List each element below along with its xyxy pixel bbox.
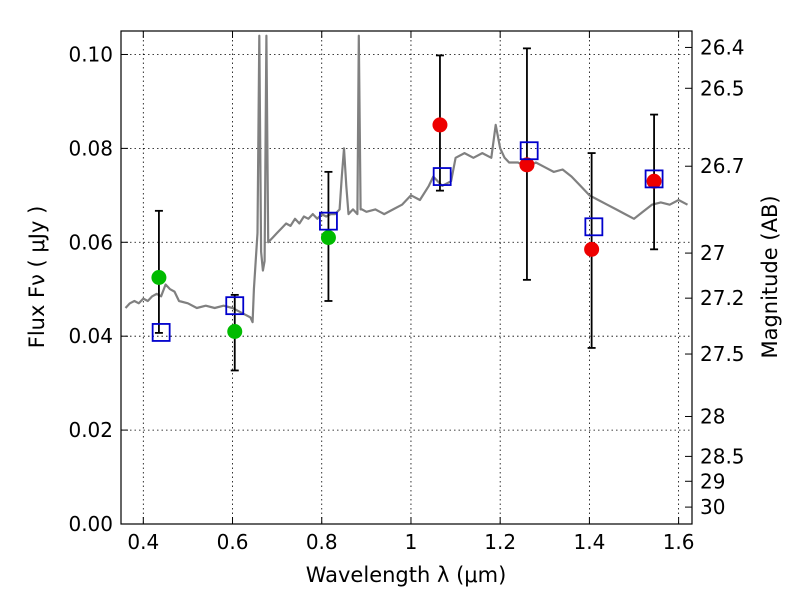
plot-frame [120, 30, 693, 525]
x-tick-label: 1 [405, 530, 418, 554]
x-tick-label: 1.4 [573, 530, 605, 554]
spectrum-layer [124, 34, 689, 324]
y2-tick-label: 26.7 [700, 154, 745, 178]
y2-tick-label: 27.2 [700, 286, 745, 310]
y2-axis-label: Magnitude (AB) [758, 195, 782, 358]
y2-tick-label: 28.5 [700, 444, 745, 468]
y2-tick-label: 26.4 [700, 35, 745, 59]
model-photometry-square [644, 169, 664, 189]
y2-tick-label: 30 [700, 495, 725, 519]
y2-tick-label: 26.5 [700, 76, 745, 100]
x-tick-label: 0.6 [217, 530, 249, 554]
marker-layer [151, 117, 664, 342]
model-photometry-square [319, 211, 338, 231]
model-photometry-square [225, 296, 245, 316]
data-point [151, 270, 167, 285]
y-tick-label: 0.02 [68, 418, 113, 442]
data-point [646, 173, 662, 189]
y2-tick-label: 27.5 [700, 342, 745, 366]
data-point [432, 117, 448, 133]
y2-tick-label: 29 [700, 469, 725, 493]
x-tick-label: 0.8 [306, 530, 338, 554]
x-tick-label: 1.2 [484, 530, 516, 554]
model-photometry-square [432, 167, 452, 186]
y-tick-label: 0.10 [68, 42, 113, 66]
data-point [320, 230, 336, 246]
y2-tick-label: 28 [700, 404, 725, 428]
y-tick-label: 0.00 [68, 512, 113, 536]
model-photometry-square [584, 217, 604, 237]
model-photometry-square [519, 141, 539, 161]
axis-ticks: 0.4 0.6 0.8 1 1.2 1.4 1.6 0.00 0.02 0.04 0.06 0.08 0… [68, 31, 745, 554]
y-tick-label: 0.08 [68, 136, 113, 160]
data-point [584, 241, 600, 257]
x-tick-label: 1.6 [663, 530, 695, 554]
grid [121, 31, 692, 525]
y-tick-label: 0.04 [68, 324, 113, 348]
x-axis-label: Wavelength λ (μm) [306, 563, 507, 587]
y-axis-label: Flux Fν ( μJy ) [25, 206, 49, 349]
y-tick-label: 0.06 [68, 230, 113, 254]
y2-tick-label: 27 [700, 241, 725, 265]
x-tick-label: 0.4 [127, 530, 159, 554]
data-point [227, 323, 243, 339]
model-photometry-square [151, 323, 171, 342]
data-point [519, 157, 535, 173]
spectrum-line [124, 34, 689, 324]
